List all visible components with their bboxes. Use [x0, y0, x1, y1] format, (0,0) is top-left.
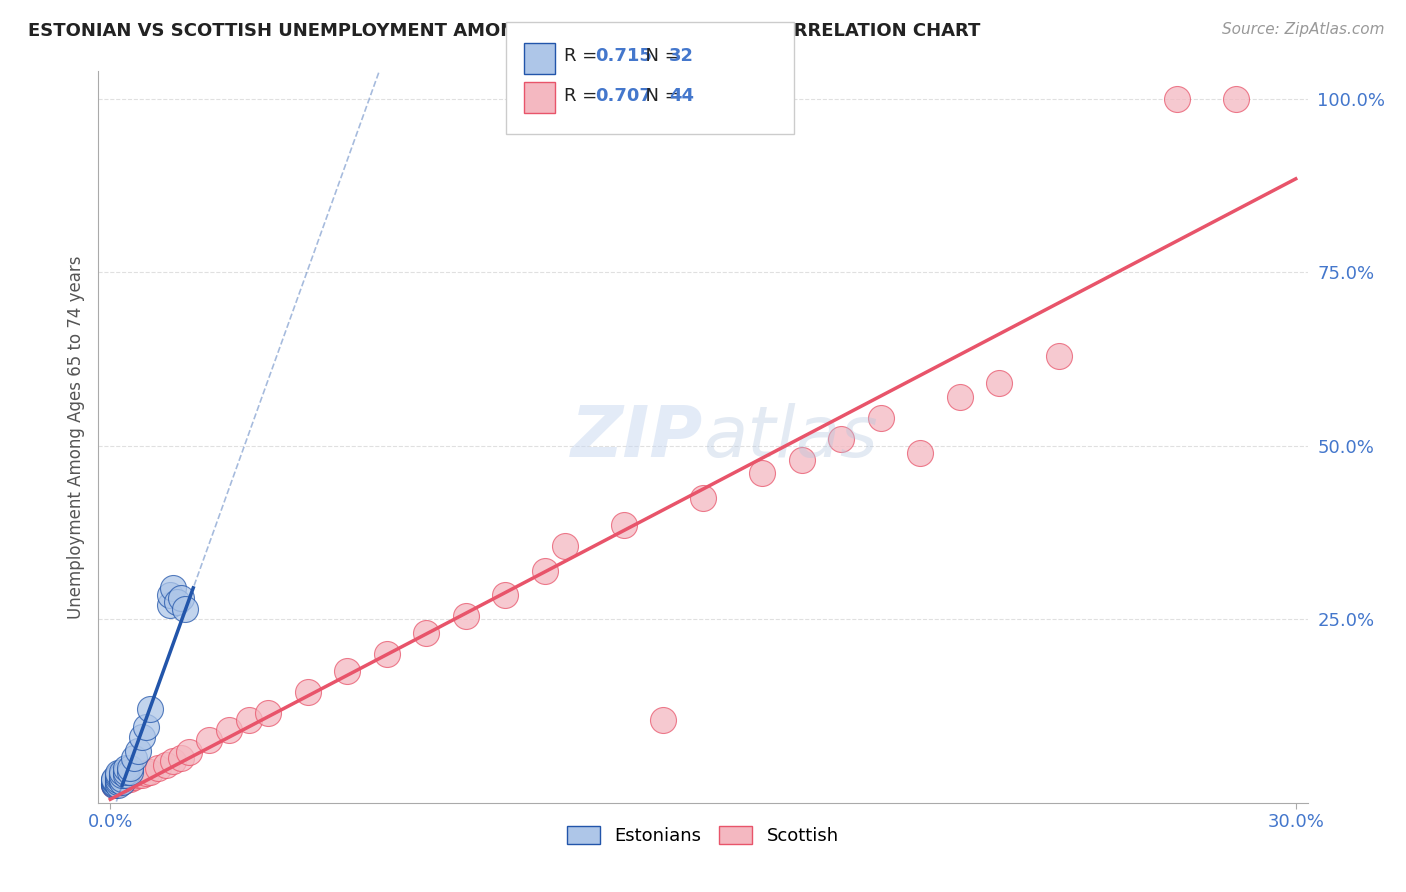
Point [127, 744, 149, 758]
Point [127, 768, 149, 782]
Point [115, 764, 138, 779]
Point [103, 772, 125, 787]
Point [257, 706, 280, 720]
Point [218, 723, 240, 737]
Text: 0.715: 0.715 [595, 47, 651, 65]
Text: 44: 44 [669, 87, 695, 105]
Point [103, 775, 125, 789]
Point [1047, 349, 1070, 363]
Point [454, 608, 477, 623]
Text: R =: R = [564, 87, 603, 105]
Point [139, 764, 162, 779]
Point [122, 770, 145, 784]
Point [122, 750, 145, 764]
Point [111, 772, 134, 787]
Point [103, 779, 125, 793]
Point [830, 432, 852, 446]
Text: 32: 32 [669, 47, 695, 65]
Text: N =: N = [634, 87, 686, 105]
Point [1225, 92, 1247, 106]
Point [166, 595, 188, 609]
Point [297, 685, 319, 699]
Point [115, 772, 138, 786]
Point [131, 768, 153, 782]
Point [103, 772, 125, 786]
Legend: Estonians, Scottish: Estonians, Scottish [560, 819, 846, 852]
Point [131, 730, 153, 744]
Point [107, 775, 129, 789]
Point [1166, 92, 1188, 106]
Text: ZIP: ZIP [571, 402, 703, 472]
Point [170, 591, 193, 606]
Point [554, 539, 576, 553]
Point [107, 779, 129, 793]
Y-axis label: Unemployment Among Ages 65 to 74 years: Unemployment Among Ages 65 to 74 years [66, 255, 84, 619]
Point [107, 775, 129, 789]
Point [949, 390, 972, 404]
Point [162, 581, 184, 595]
Point [790, 452, 813, 467]
Point [103, 774, 125, 789]
Point [111, 768, 134, 782]
Point [139, 702, 162, 716]
Point [135, 766, 157, 780]
Point [494, 588, 516, 602]
Text: atlas: atlas [703, 402, 877, 472]
Point [692, 491, 714, 505]
Point [135, 720, 157, 734]
Point [111, 764, 134, 779]
Point [118, 770, 141, 784]
Point [111, 772, 134, 786]
Text: N =: N = [634, 47, 686, 65]
Point [107, 777, 129, 791]
Point [988, 376, 1011, 391]
Text: 0.707: 0.707 [595, 87, 651, 105]
Point [170, 750, 193, 764]
Point [336, 664, 359, 678]
Point [534, 564, 557, 578]
Point [198, 733, 221, 747]
Point [910, 445, 932, 459]
Point [107, 766, 129, 780]
Point [115, 772, 138, 787]
Point [118, 764, 141, 779]
Point [111, 775, 134, 789]
Point [415, 626, 437, 640]
Point [118, 761, 141, 775]
Point [179, 745, 201, 759]
Point [869, 411, 891, 425]
Text: ESTONIAN VS SCOTTISH UNEMPLOYMENT AMONG AGES 65 TO 74 YEARS CORRELATION CHART: ESTONIAN VS SCOTTISH UNEMPLOYMENT AMONG … [28, 22, 980, 40]
Point [107, 770, 129, 784]
Point [146, 761, 169, 775]
Point [238, 713, 260, 727]
Point [103, 777, 125, 791]
Point [159, 588, 181, 602]
Point [751, 467, 773, 481]
Point [115, 768, 138, 782]
Point [613, 518, 636, 533]
Point [155, 757, 177, 772]
Point [174, 601, 197, 615]
Text: R =: R = [564, 47, 603, 65]
Point [375, 647, 398, 661]
Point [159, 598, 181, 612]
Point [107, 768, 129, 782]
Point [107, 772, 129, 787]
Text: Source: ZipAtlas.com: Source: ZipAtlas.com [1222, 22, 1385, 37]
Point [118, 772, 141, 786]
Point [111, 775, 134, 789]
Point [652, 713, 675, 727]
Point [162, 754, 184, 768]
Point [115, 761, 138, 775]
Point [103, 779, 125, 793]
